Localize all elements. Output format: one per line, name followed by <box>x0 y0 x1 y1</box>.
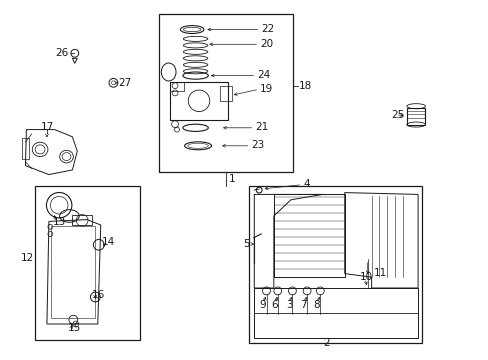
Bar <box>21 138 29 159</box>
Text: 11: 11 <box>373 268 386 278</box>
Text: 20: 20 <box>260 39 273 49</box>
Bar <box>248 186 421 343</box>
Text: 1: 1 <box>228 174 235 184</box>
Bar <box>72 215 92 225</box>
Bar <box>159 14 292 172</box>
Text: 12: 12 <box>20 253 34 264</box>
Text: 24: 24 <box>257 70 270 80</box>
Text: 17: 17 <box>40 122 54 132</box>
Text: 19: 19 <box>260 84 273 94</box>
Text: 22: 22 <box>261 24 274 34</box>
Text: 15: 15 <box>67 323 81 333</box>
Text: 6: 6 <box>271 300 278 310</box>
Text: 18: 18 <box>299 81 312 91</box>
Text: 9: 9 <box>259 300 265 310</box>
Bar <box>35 186 140 340</box>
Bar <box>406 108 425 125</box>
Bar <box>169 82 184 91</box>
Bar <box>273 194 344 277</box>
Bar <box>169 82 228 120</box>
Text: 23: 23 <box>251 140 264 150</box>
Text: 3: 3 <box>285 300 292 310</box>
Text: 13: 13 <box>53 217 66 228</box>
Text: 27: 27 <box>118 78 131 88</box>
Text: 14: 14 <box>102 237 115 247</box>
Bar <box>51 226 95 318</box>
Bar <box>220 86 232 101</box>
Text: 21: 21 <box>255 122 268 132</box>
Text: 25: 25 <box>390 110 404 120</box>
Text: 10: 10 <box>359 272 372 282</box>
Text: 7: 7 <box>300 300 306 310</box>
Text: 16: 16 <box>92 290 105 300</box>
Text: 26: 26 <box>55 48 68 58</box>
Text: 8: 8 <box>313 300 320 310</box>
Text: 4: 4 <box>303 179 309 189</box>
Text: 5: 5 <box>243 239 250 249</box>
Text: 2: 2 <box>323 338 329 348</box>
